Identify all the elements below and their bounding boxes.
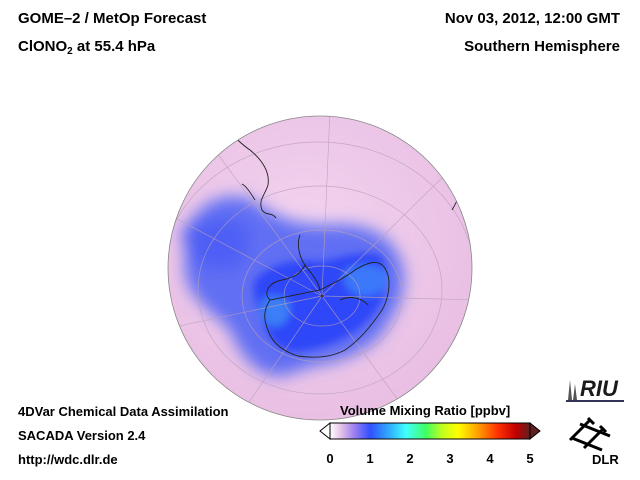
dlr-logo-text: DLR [592, 452, 619, 467]
colorbar-tick-2: 2 [406, 451, 414, 466]
colorbar-tick-5: 5 [526, 451, 534, 466]
species-suffix: at 55.4 hPa [72, 38, 156, 55]
forecast-date: Nov 03, 2012, 12:00 GMT [444, 10, 620, 27]
colorbar-tick-0: 0 [326, 451, 334, 466]
region-label: Southern Hemisphere [464, 38, 620, 55]
colorbar-title: Volume Mixing Ratio [ppbv] [340, 403, 511, 418]
species-subscript: 2 [67, 46, 73, 57]
south-pole-marker [320, 294, 324, 298]
colorbar-tick-3: 3 [446, 451, 454, 466]
riu-logo-text: RIU [580, 376, 619, 401]
globe-rim [167, 115, 473, 421]
footer-url: http://wdc.dlr.de [18, 452, 118, 467]
title-line-1: GOME–2 / MetOp Forecast [18, 10, 207, 27]
footer-version: SACADA Version 2.4 [18, 428, 146, 443]
colorbar-tick-4: 4 [486, 451, 494, 466]
colorbar-min-arrow [319, 421, 331, 441]
title-line-2: ClONO2 at 55.4 hPa [18, 38, 155, 57]
colorbar [319, 421, 541, 441]
footer-assimilation: 4DVar Chemical Data Assimilation [18, 404, 229, 419]
riu-logo: RIU [566, 376, 624, 402]
species-prefix: ClONO [18, 38, 68, 55]
colorbar-tick-1: 1 [366, 451, 374, 466]
colorbar-max-arrow [529, 421, 541, 441]
dlr-logo: DLR [568, 416, 619, 467]
colorbar-gradient [329, 422, 531, 440]
